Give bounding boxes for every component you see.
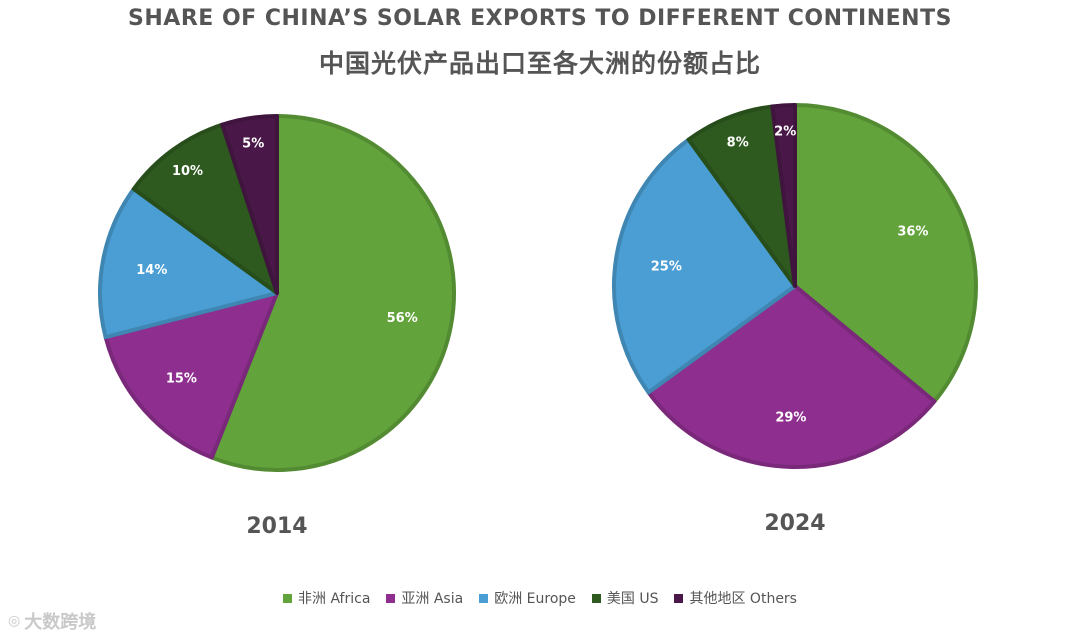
slice-label-2014-us: 10% xyxy=(172,164,203,179)
legend-label-others: 其他地区 Others xyxy=(689,591,797,607)
pie-chart-2014: 56% 15% 14% 10% 5% 2014 xyxy=(98,114,456,539)
pie-slice-2024-europe xyxy=(612,137,797,395)
slice-label-2014-europe: 14% xyxy=(136,263,167,278)
pie-title-2024: 2024 xyxy=(764,511,825,536)
pie-slice-2024-africa xyxy=(793,103,978,404)
pie-slice-2014-us xyxy=(131,122,279,295)
pie-chart-2024: 36% 29% 25% 8% 2% 2024 xyxy=(612,103,978,536)
watermark: ◎ 大数跨境 xyxy=(8,608,96,634)
legend-item-asia: 亚洲 Asia xyxy=(386,588,463,608)
legend-item-others: 其他地区 Others xyxy=(674,588,797,608)
legend-item-europe: 欧洲 Europe xyxy=(479,588,576,608)
legend-label-africa: 非洲 Africa xyxy=(298,591,371,607)
slice-label-2024-us: 8% xyxy=(727,135,749,150)
pie-title-2014: 2014 xyxy=(246,514,307,539)
legend-swatch-europe xyxy=(479,593,489,603)
legend-swatch-asia xyxy=(386,593,396,603)
slice-label-2024-others: 2% xyxy=(774,125,796,140)
chart-title-en: SHARE OF CHINA’S SOLAR EXPORTS TO DIFFER… xyxy=(128,6,952,31)
legend-swatch-others xyxy=(674,593,684,603)
legend-label-europe: 欧洲 Europe xyxy=(494,591,576,607)
legend-swatch-us xyxy=(591,593,601,603)
legend-label-us: 美国 US xyxy=(606,591,659,607)
pie-slice-2014-asia xyxy=(103,291,279,460)
slice-label-2024-europe: 25% xyxy=(651,260,682,275)
slice-label-2014-others: 5% xyxy=(242,137,264,152)
pie-slice-2024-others xyxy=(770,103,797,288)
slice-label-2024-asia: 29% xyxy=(775,410,806,425)
chart-title-zh: 中国光伏产品出口至各大洲的份额占比 xyxy=(318,49,761,78)
legend-swatch-africa xyxy=(283,593,293,603)
slice-label-2024-africa: 36% xyxy=(897,225,928,240)
legend-label-asia: 亚洲 Asia xyxy=(401,591,464,607)
logo-icon: ◎ xyxy=(8,613,21,629)
watermark-text: 大数跨境 xyxy=(24,612,97,633)
slice-label-2014-asia: 15% xyxy=(166,371,197,386)
pie-slice-2014-europe xyxy=(98,186,279,340)
pie-slice-2024-asia xyxy=(646,284,937,469)
slice-label-2014-africa: 56% xyxy=(387,311,418,326)
pie-slice-2014-others xyxy=(220,114,279,295)
legend-item-us: 美国 US xyxy=(591,588,659,608)
chart-legend: 非洲 Africa 亚洲 Asia 欧洲 Europe 美国 US 其他地区 O… xyxy=(0,588,1080,608)
legend-item-africa: 非洲 Africa xyxy=(283,588,370,608)
pie-slice-2014-africa xyxy=(209,114,456,472)
